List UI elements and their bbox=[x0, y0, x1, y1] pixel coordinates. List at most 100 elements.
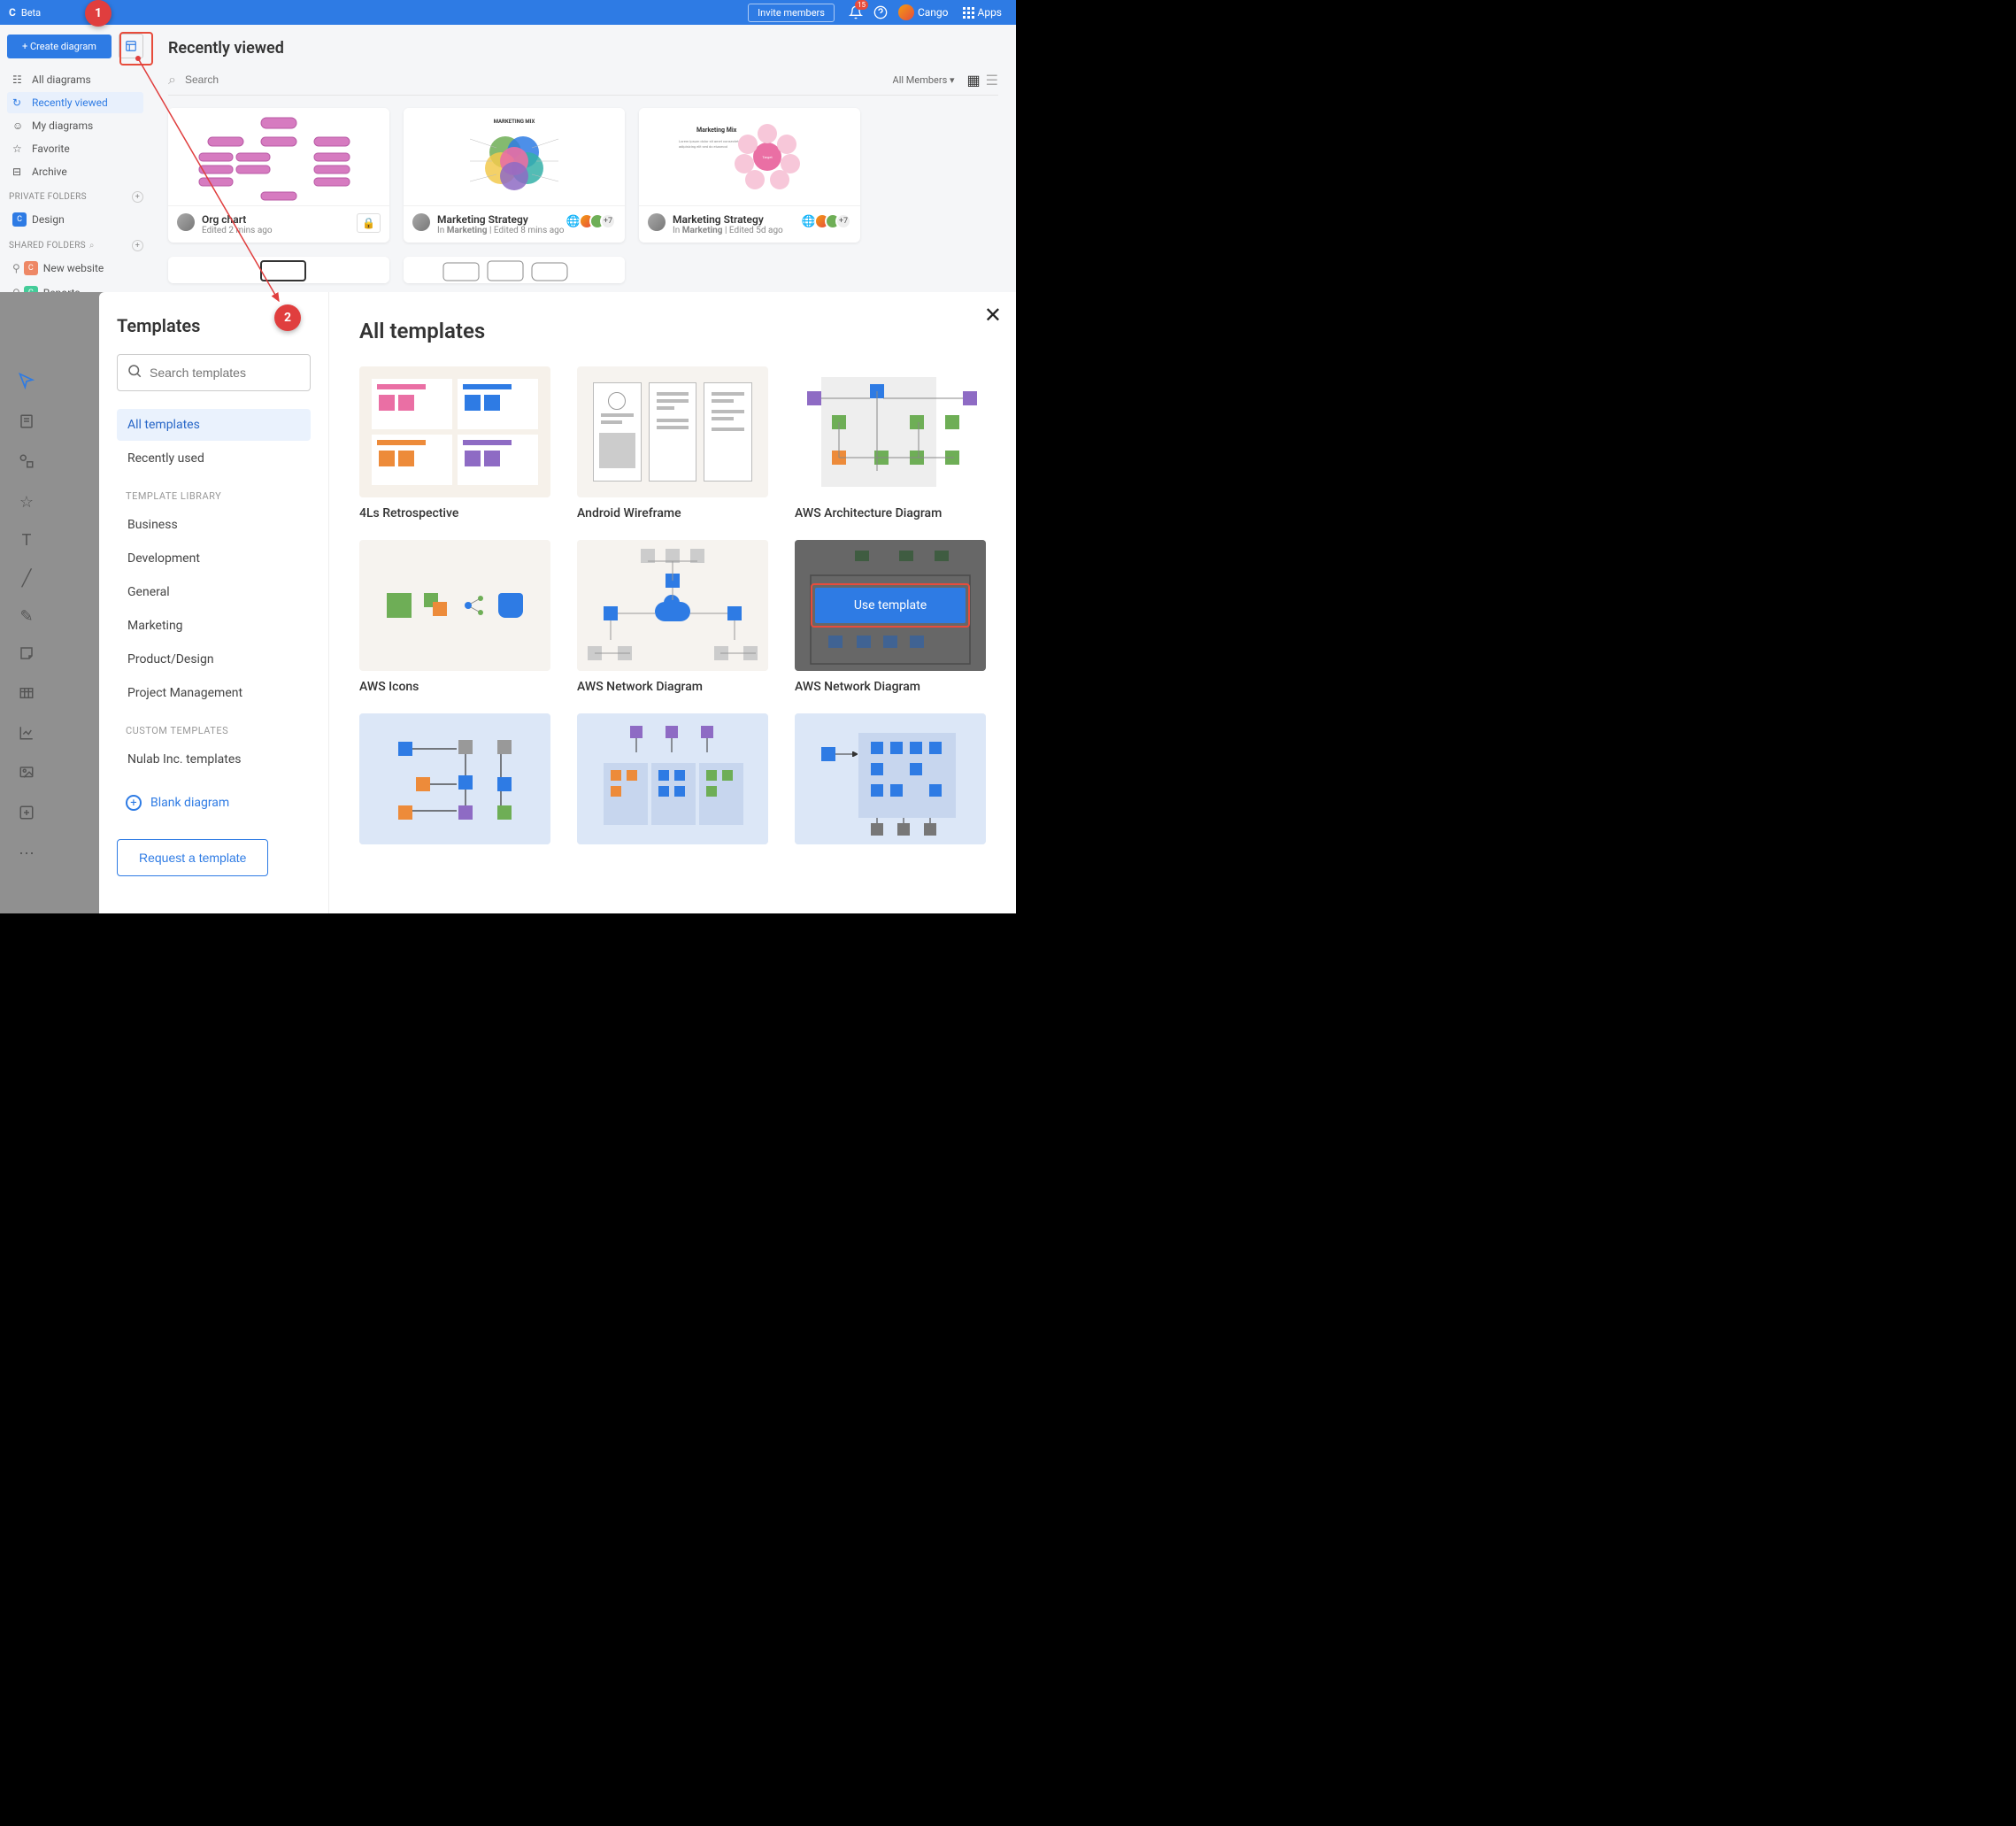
sticky-tool-icon[interactable] bbox=[19, 645, 35, 666]
annotation-step-2: 2 bbox=[274, 304, 301, 331]
text-tool-icon[interactable]: T bbox=[22, 531, 32, 550]
search-folders-icon[interactable]: ⌕ bbox=[89, 241, 95, 250]
custom-templates-header: CUSTOM TEMPLATES bbox=[126, 725, 311, 736]
nav-favorite[interactable]: ☆Favorite bbox=[7, 138, 143, 159]
card-title: Marketing Strategy bbox=[673, 213, 802, 226]
lock-icon: 🔒 bbox=[357, 213, 381, 233]
diagram-card[interactable]: Marketing Mix Lorem ipsum dolor sit amet… bbox=[639, 108, 860, 243]
list-view-button[interactable]: ☰ bbox=[986, 72, 998, 89]
app-editor: 2 ☆ T ╱ ✎ ⋯ Templates All templates Re bbox=[0, 292, 1016, 913]
more-members: +7 bbox=[600, 213, 616, 229]
image-tool-icon[interactable] bbox=[19, 765, 35, 785]
diagram-card[interactable]: MARKETING MIX Marketing StrategyIn Marke… bbox=[404, 108, 625, 243]
notifications-icon[interactable]: 15 bbox=[849, 5, 863, 19]
notif-badge: 15 bbox=[855, 0, 868, 10]
template-hover-overlay: Use template bbox=[795, 540, 986, 671]
svg-text:Marketing Mix: Marketing Mix bbox=[696, 127, 737, 134]
category-product-design[interactable]: Product/Design bbox=[117, 643, 311, 675]
template-label: AWS Network Diagram bbox=[577, 680, 768, 694]
card-title: Marketing Strategy bbox=[437, 213, 566, 226]
annotation-arrow bbox=[133, 53, 310, 327]
more-members: +7 bbox=[835, 213, 851, 229]
chart-tool-icon[interactable] bbox=[19, 725, 35, 745]
star-icon: ☆ bbox=[12, 143, 25, 155]
template-library-header: TEMPLATE LIBRARY bbox=[126, 490, 311, 502]
template-android-wireframe[interactable]: Android Wireframe bbox=[577, 366, 768, 520]
template-4ls-retrospective[interactable]: 4Ls Retrospective bbox=[359, 366, 550, 520]
template-flow-2[interactable] bbox=[577, 713, 768, 844]
template-aws-architecture[interactable]: AWS Architecture Diagram bbox=[795, 366, 986, 520]
create-diagram-button[interactable]: + Create diagram bbox=[7, 35, 112, 58]
nav-recently-viewed[interactable]: ↻Recently viewed bbox=[7, 92, 143, 113]
shapes-tool-icon[interactable] bbox=[19, 453, 35, 474]
clock-icon: ↻ bbox=[12, 96, 25, 109]
author-avatar-icon bbox=[412, 213, 430, 231]
private-folders-header: PRIVATE FOLDERS+ bbox=[9, 191, 143, 203]
template-flow-1[interactable] bbox=[359, 713, 550, 844]
category-marketing[interactable]: Marketing bbox=[117, 610, 311, 642]
cursor-tool-icon[interactable] bbox=[18, 372, 35, 394]
annotation-highlight-use: Use template bbox=[811, 583, 970, 628]
template-label: AWS Architecture Diagram bbox=[795, 506, 986, 520]
table-tool-icon[interactable] bbox=[19, 685, 35, 705]
category-business[interactable]: Business bbox=[117, 509, 311, 541]
folder-design[interactable]: CDesign bbox=[7, 208, 143, 231]
template-label: Android Wireframe bbox=[577, 506, 768, 520]
use-template-button[interactable]: Use template bbox=[815, 588, 966, 623]
nav-archive[interactable]: ⊟Archive bbox=[7, 161, 143, 182]
grid-view-button[interactable]: ▦ bbox=[967, 72, 981, 89]
logo-icon[interactable]: C bbox=[9, 6, 16, 19]
add-tool-icon[interactable] bbox=[19, 805, 35, 825]
annotation-step-1: 1 bbox=[85, 0, 112, 27]
grid-heading: All templates bbox=[359, 319, 986, 343]
request-template-button[interactable]: Request a template bbox=[117, 839, 268, 876]
template-search-input[interactable] bbox=[150, 366, 310, 380]
apps-button[interactable]: Apps bbox=[963, 6, 1003, 19]
folder-icon: C bbox=[24, 261, 38, 275]
template-aws-icons[interactable]: AWS Icons bbox=[359, 540, 550, 694]
svg-text:Target: Target bbox=[762, 155, 773, 159]
template-aws-network-hover[interactable]: Use template AWS Network Diagram bbox=[795, 540, 986, 694]
app-dashboard: C Beta Invite members 15 Cango Apps + bbox=[0, 0, 1016, 292]
template-flow-3[interactable] bbox=[795, 713, 986, 844]
category-general[interactable]: General bbox=[117, 576, 311, 608]
templates-grid-panel: ✕ All templates 4Ls Retrospective bbox=[329, 292, 1016, 913]
person-icon: ☺ bbox=[12, 119, 25, 132]
template-label: 4Ls Retrospective bbox=[359, 506, 550, 520]
category-project-management[interactable]: Project Management bbox=[117, 677, 311, 709]
members-filter-dropdown[interactable]: All Members ▾ bbox=[893, 74, 955, 86]
help-icon[interactable] bbox=[873, 5, 888, 19]
card-subtitle: In Marketing | Edited 5d ago bbox=[673, 226, 802, 235]
nav-all-diagrams[interactable]: ☷All diagrams bbox=[7, 69, 143, 90]
more-tool-icon[interactable]: ⋯ bbox=[19, 844, 35, 863]
template-search-wrapper bbox=[117, 354, 311, 391]
star-tool-icon[interactable]: ☆ bbox=[19, 493, 34, 512]
nav-my-diagrams[interactable]: ☺My diagrams bbox=[7, 115, 143, 136]
templates-sidebar: Templates All templates Recently used TE… bbox=[99, 292, 329, 913]
svg-text:adipisicing elit sed do eiusmo: adipisicing elit sed do eiusmod bbox=[679, 144, 727, 149]
close-button[interactable]: ✕ bbox=[984, 303, 1002, 327]
pencil-tool-icon[interactable]: ✎ bbox=[19, 607, 33, 626]
folder-new-website[interactable]: ⚲CNew website bbox=[7, 257, 143, 280]
invite-members-button[interactable]: Invite members bbox=[748, 4, 835, 22]
category-all-templates[interactable]: All templates bbox=[117, 409, 311, 441]
category-development[interactable]: Development bbox=[117, 543, 311, 574]
category-nulab[interactable]: Nulab Inc. templates bbox=[117, 743, 311, 775]
template-aws-network[interactable]: AWS Network Diagram bbox=[577, 540, 768, 694]
card-thumbnail: Marketing Mix Lorem ipsum dolor sit amet… bbox=[639, 108, 860, 205]
grid-icon: ☷ bbox=[12, 73, 25, 86]
category-recently-used[interactable]: Recently used bbox=[117, 443, 311, 474]
shared-folders-header: SHARED FOLDERS ⌕+ bbox=[9, 240, 143, 251]
card-thumbnail: MARKETING MIX bbox=[404, 108, 625, 205]
blank-diagram-button[interactable]: +Blank diagram bbox=[117, 788, 311, 818]
card-subtitle: In Marketing | Edited 8 mins ago bbox=[437, 226, 566, 235]
search-icon bbox=[127, 363, 142, 382]
line-tool-icon[interactable]: ╱ bbox=[22, 569, 32, 588]
templates-modal: Templates All templates Recently used TE… bbox=[99, 292, 1016, 913]
archive-icon: ⊟ bbox=[12, 166, 25, 178]
note-tool-icon[interactable] bbox=[19, 413, 35, 434]
beta-label: Beta bbox=[21, 7, 41, 19]
pin-icon: ⚲ bbox=[12, 262, 20, 274]
svg-text:MARKETING MIX: MARKETING MIX bbox=[494, 119, 535, 125]
user-menu[interactable]: Cango bbox=[898, 4, 949, 20]
